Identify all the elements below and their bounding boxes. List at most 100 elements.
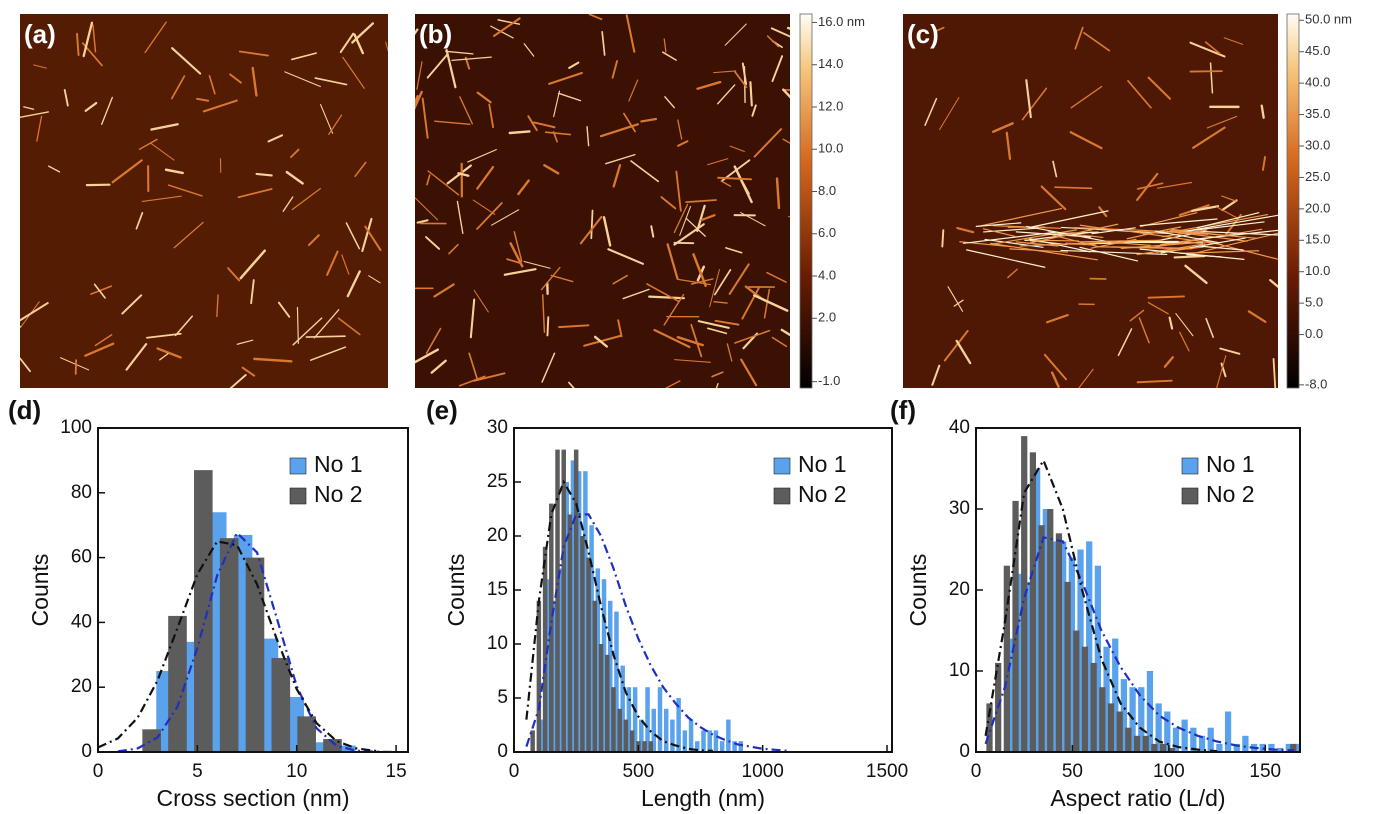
bar <box>608 600 613 752</box>
y-tick-label: 30 <box>949 498 970 519</box>
bar <box>611 687 616 752</box>
image-panel-label: (a) <box>24 19 56 49</box>
fiber <box>700 214 716 222</box>
fiber <box>468 352 479 381</box>
bar <box>1155 703 1162 752</box>
fiber <box>630 160 660 183</box>
afm-image <box>415 14 790 388</box>
bar <box>530 730 535 752</box>
fiber <box>291 187 321 211</box>
fiber <box>697 320 730 329</box>
bar <box>626 687 632 752</box>
fiber <box>740 212 766 227</box>
fiber <box>469 298 476 339</box>
fiber <box>291 52 317 61</box>
fiber <box>1136 172 1159 202</box>
fiber <box>568 381 575 388</box>
fiber <box>144 21 167 54</box>
fiber <box>625 14 636 53</box>
fiber <box>125 343 148 371</box>
y-tick-label: 20 <box>487 525 508 546</box>
fiber <box>458 375 486 387</box>
bar <box>1003 565 1010 752</box>
fiber <box>341 254 350 275</box>
fiber <box>229 374 247 388</box>
fiber <box>775 177 781 210</box>
bar <box>1107 703 1115 752</box>
fiber <box>20 111 50 119</box>
fiber <box>368 275 381 284</box>
bar <box>564 482 569 752</box>
colorbar-tick-label: -1.0 <box>818 373 840 388</box>
fiber <box>593 335 609 348</box>
fiber <box>679 205 692 236</box>
fiber <box>307 234 320 247</box>
bar <box>1094 565 1102 752</box>
bar <box>707 730 712 752</box>
panel-label: (e) <box>426 395 458 425</box>
bar <box>558 568 563 752</box>
fiber <box>1074 26 1084 50</box>
fiber <box>1184 264 1208 285</box>
colorbar-tick-label: 6.0 <box>818 225 836 240</box>
fiber <box>713 268 732 296</box>
fiber <box>138 138 158 150</box>
fiber-bundle <box>1126 228 1209 235</box>
bar <box>1103 646 1110 752</box>
colorbar-tick-label: 20.0 <box>1305 200 1330 215</box>
bar <box>1268 743 1275 752</box>
colorbar-tick-label: 8.0 <box>818 183 836 198</box>
fiber <box>1138 317 1150 344</box>
fiber <box>664 96 675 109</box>
y-tick-label: 0 <box>959 741 970 762</box>
fiber <box>90 285 113 295</box>
fiber <box>676 335 704 347</box>
bar <box>1021 436 1028 752</box>
fiber-bundle <box>1091 227 1136 235</box>
fit-curve <box>984 536 1295 752</box>
fiber <box>488 103 495 129</box>
fiber <box>646 283 680 303</box>
x-tick-label: 15 <box>386 761 407 782</box>
fiber <box>1070 85 1103 109</box>
fiber <box>709 268 720 308</box>
fiber <box>716 84 736 105</box>
fiber <box>1272 358 1277 388</box>
bar <box>1112 638 1119 752</box>
bar <box>1142 735 1149 752</box>
fiber <box>415 348 439 364</box>
fiber <box>337 317 361 336</box>
fiber <box>251 66 258 97</box>
fiber <box>135 211 144 230</box>
fiber <box>1220 362 1227 378</box>
fiber <box>941 229 945 248</box>
fiber <box>1173 255 1206 259</box>
fiber <box>523 261 551 269</box>
fiber <box>313 309 340 339</box>
fiber <box>1223 37 1244 45</box>
bar <box>1068 557 1075 752</box>
fiber-bundle <box>982 228 1016 238</box>
y-axis-title: Counts <box>27 554 53 627</box>
fiber <box>690 323 703 358</box>
bar <box>623 719 629 752</box>
fiber <box>92 24 97 53</box>
fiber <box>227 267 241 282</box>
bar <box>663 708 669 752</box>
bar <box>732 741 737 752</box>
colorbar-tick-label: 14.0 <box>818 56 843 71</box>
fiber-bundle <box>1028 210 1109 229</box>
fiber <box>720 180 732 187</box>
bar <box>1207 727 1214 752</box>
fiber <box>20 325 22 328</box>
bar <box>1081 646 1089 752</box>
bar <box>648 741 654 752</box>
image-panel-label: (c) <box>907 19 939 49</box>
fiber <box>1269 279 1278 289</box>
y-tick-label: 20 <box>71 676 92 697</box>
colorbar-tick-label: 12.0 <box>818 98 843 113</box>
fiber <box>588 14 603 21</box>
fiber <box>1221 199 1238 212</box>
y-tick-label: 60 <box>71 547 92 568</box>
fiber <box>314 77 348 86</box>
